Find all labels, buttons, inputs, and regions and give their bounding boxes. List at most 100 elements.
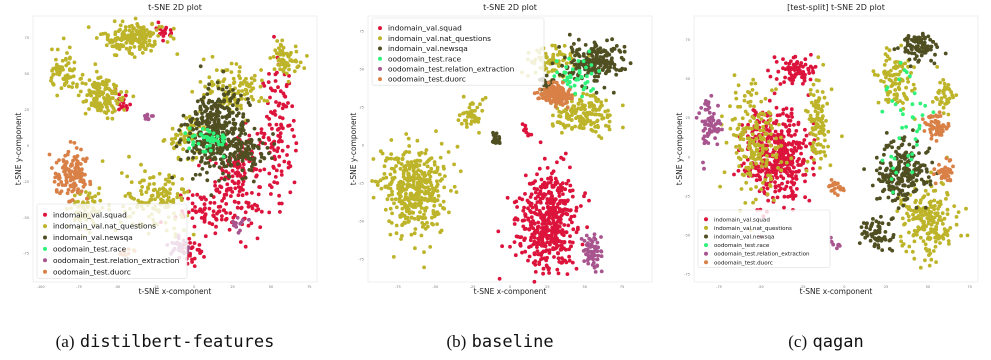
data-point	[128, 102, 132, 107]
data-point	[267, 117, 272, 121]
data-point	[567, 56, 571, 61]
data-point	[563, 94, 567, 98]
data-point	[925, 248, 930, 253]
data-point	[782, 169, 787, 174]
data-point	[587, 110, 592, 115]
data-point	[65, 180, 69, 185]
data-point	[741, 137, 746, 142]
data-point	[573, 91, 578, 96]
data-point	[751, 200, 755, 205]
data-point	[578, 123, 583, 128]
data-point	[748, 119, 753, 123]
data-point	[787, 76, 792, 81]
data-point	[785, 142, 790, 147]
data-point	[151, 31, 156, 36]
data-point	[230, 179, 235, 184]
data-point	[140, 51, 145, 55]
data-point	[768, 184, 773, 189]
data-point	[944, 85, 949, 90]
data-point	[547, 189, 551, 194]
data-point	[551, 123, 555, 128]
data-point	[240, 89, 245, 93]
data-point	[882, 80, 886, 84]
data-point	[811, 166, 815, 171]
data-point	[815, 113, 820, 117]
data-point	[100, 79, 105, 84]
data-point	[533, 211, 538, 216]
x-axis-label: t-SNE x-component	[139, 287, 212, 296]
data-point	[565, 212, 570, 217]
data-point	[515, 205, 519, 209]
data-point	[741, 126, 746, 131]
data-point	[776, 141, 780, 146]
data-point	[435, 182, 440, 187]
data-point	[942, 227, 947, 232]
data-point	[229, 70, 234, 74]
data-point	[405, 160, 410, 165]
data-point	[749, 81, 754, 86]
data-point	[894, 149, 898, 154]
data-point	[383, 158, 388, 163]
data-point	[547, 58, 552, 63]
data-point	[168, 28, 173, 32]
data-point	[791, 139, 796, 144]
data-point	[544, 55, 549, 60]
data-point	[383, 207, 388, 212]
data-point	[464, 118, 468, 123]
data-point	[255, 236, 260, 241]
data-point	[97, 105, 101, 110]
x-tick-label: 25	[884, 285, 888, 289]
data-point	[564, 247, 568, 252]
data-point	[767, 161, 772, 166]
legend-marker	[43, 269, 47, 274]
data-point	[422, 250, 426, 255]
data-point	[747, 90, 752, 95]
data-point	[576, 114, 580, 119]
data-point	[168, 34, 173, 39]
x-tick-label: -50	[115, 285, 121, 289]
data-point	[930, 160, 935, 165]
x-tick-label: 75	[307, 285, 311, 289]
data-point	[425, 220, 429, 225]
data-point	[814, 151, 819, 156]
data-point	[50, 166, 54, 170]
data-point	[215, 146, 220, 151]
panel-a: t-SNE 2D plot -100 -75 -50 -25 0 25 50 75 75 50 25 0…	[5, 0, 325, 360]
data-point	[259, 152, 264, 156]
data-point	[928, 230, 933, 235]
data-point	[281, 69, 286, 74]
data-point	[959, 233, 963, 238]
data-point	[429, 156, 434, 161]
data-point	[247, 168, 252, 172]
data-point	[557, 239, 562, 244]
data-point	[202, 218, 207, 223]
data-point	[944, 197, 948, 201]
data-point	[198, 64, 203, 69]
data-point	[175, 195, 180, 200]
data-point	[938, 215, 942, 219]
data-point	[570, 194, 575, 199]
data-point	[900, 216, 905, 221]
data-point	[800, 75, 804, 80]
data-point	[207, 75, 212, 80]
data-point	[282, 51, 286, 56]
data-point	[472, 113, 476, 118]
data-point	[214, 224, 218, 229]
data-point	[130, 52, 134, 56]
data-point	[572, 214, 577, 219]
data-point	[123, 194, 128, 198]
data-point	[195, 192, 200, 197]
data-point	[557, 207, 562, 211]
data-point	[764, 124, 768, 129]
data-point	[571, 70, 576, 75]
data-point	[110, 110, 115, 115]
data-point	[944, 231, 949, 236]
data-point	[900, 64, 904, 69]
data-point	[90, 82, 95, 87]
data-point	[781, 66, 785, 71]
data-point	[554, 59, 559, 63]
data-point	[386, 185, 390, 190]
data-point	[202, 135, 207, 140]
y-tick-label: 75	[360, 30, 364, 34]
data-point	[217, 142, 221, 147]
